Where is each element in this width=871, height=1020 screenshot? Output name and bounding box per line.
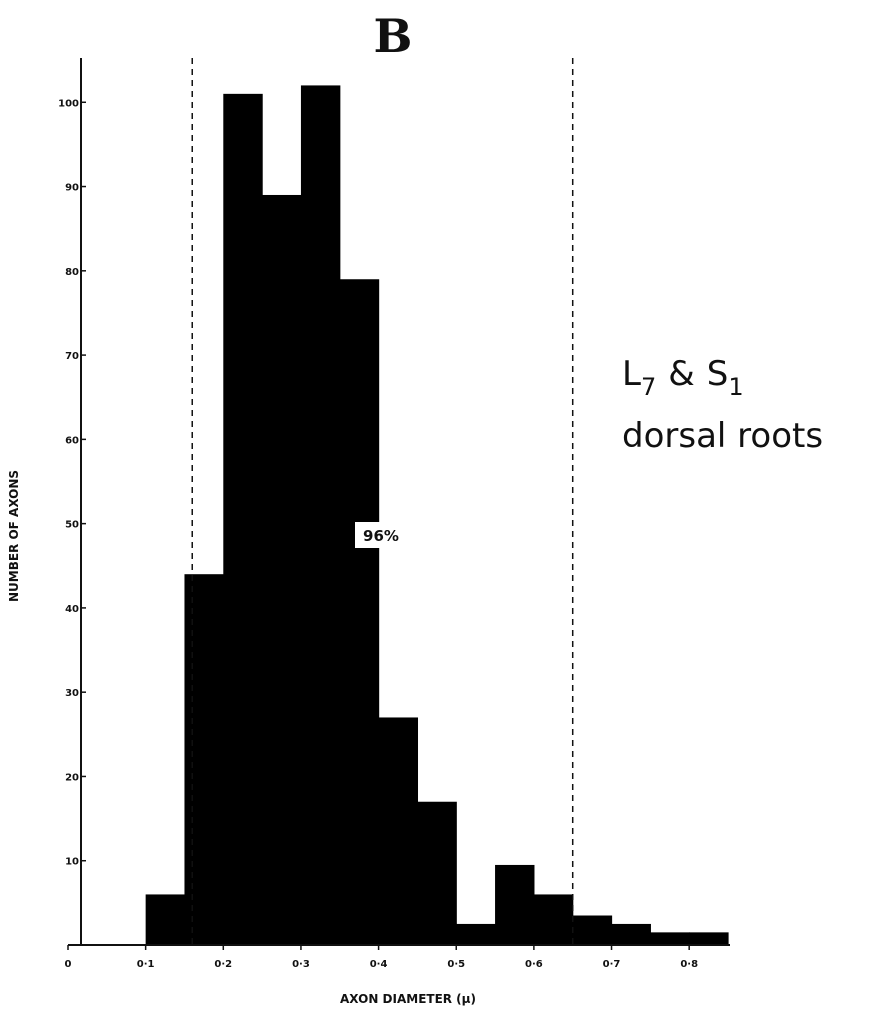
annotation-s-letter: S [707, 354, 729, 394]
bar-8 [456, 923, 496, 945]
annotation-ampersand: & [668, 354, 695, 394]
bar-4 [300, 85, 341, 945]
annotation-line2: dorsal roots [622, 416, 823, 456]
y-tick-label-7: 80 [65, 267, 79, 278]
range-annotation-box [355, 522, 407, 548]
x-tick-label-4: 0·4 [370, 959, 388, 970]
bar-12 [611, 923, 651, 945]
x-tick-label-2: 0·2 [214, 959, 232, 970]
x-tick-label-1: 0·1 [137, 959, 155, 970]
annotation-l-subscript: 7 [641, 373, 656, 401]
y-tick-label-5: 60 [65, 435, 79, 446]
bar-14 [689, 932, 729, 945]
y-tick-label-3: 40 [65, 604, 79, 615]
range-annotation-label: 96% [363, 527, 399, 545]
x-tick-label-8: 0·8 [680, 959, 698, 970]
reference-lines [191, 58, 574, 945]
bar-7 [417, 801, 457, 945]
y-tick-label-1: 20 [65, 772, 79, 783]
y-axis-label: NUMBER OF AXONS [7, 470, 21, 602]
bar-2 [223, 93, 263, 945]
bar-13 [650, 932, 690, 945]
annotation-l-letter: L [622, 354, 641, 394]
x-ticks: 0 0·1 0·2 0·3 0·4 0·5 0·6 0·7 0·8 [65, 945, 698, 970]
panel-label: B [374, 9, 413, 63]
range-annotation-group: 96% [355, 522, 407, 548]
bar-10 [533, 894, 574, 945]
x-tick-label-7: 0·7 [603, 959, 621, 970]
y-tick-label-0: 10 [65, 857, 79, 868]
x-tick-label-3: 0·3 [292, 959, 310, 970]
annotation-line1: L7 & S1 [622, 354, 744, 401]
y-tick-label-8: 90 [65, 183, 79, 194]
y-tick-label-6: 70 [65, 351, 79, 362]
bar-0 [145, 894, 186, 945]
y-tick-label-4: 50 [65, 520, 79, 531]
bar-9 [495, 864, 535, 945]
x-tick-label-6: 0·6 [525, 959, 543, 970]
y-tick-label-2: 30 [65, 688, 79, 699]
x-tick-label-5: 0·5 [447, 959, 465, 970]
bar-11 [572, 915, 613, 945]
y-tick-label-9: 100 [58, 98, 79, 109]
annotation-group: L7 & S1 dorsal roots [622, 354, 823, 456]
annotation-s-subscript: 1 [728, 373, 743, 401]
x-tick-label-0: 0 [65, 959, 72, 970]
bar-1 [184, 574, 224, 945]
bars-group [145, 85, 729, 946]
bar-5 [339, 279, 380, 945]
bar-6 [378, 717, 419, 945]
y-ticks: 10 20 30 40 50 60 70 80 90 100 [58, 98, 86, 868]
bar-3 [262, 194, 302, 946]
x-axis-label: AXON DIAMETER (μ) [340, 992, 476, 1006]
